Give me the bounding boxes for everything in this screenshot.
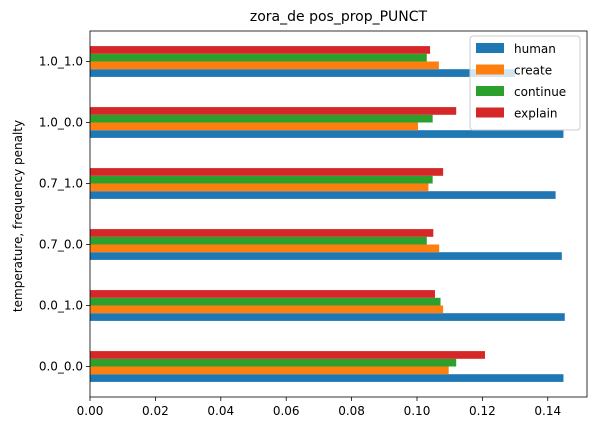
bar-human-1.0_1.0: [90, 69, 516, 77]
legend-label-continue: continue: [514, 85, 566, 99]
bar-explain-0.7_1.0: [90, 168, 444, 176]
bar-create-1.0_1.0: [90, 61, 439, 70]
bar-human-1.0_0.0: [90, 130, 564, 138]
legend: human create continue explain: [469, 35, 581, 131]
legend-swatch-continue: [476, 86, 504, 96]
bar-human-0.7_1.0: [90, 191, 556, 199]
bar-create-0.0_0.0: [90, 366, 449, 375]
bar-create-0.0_1.0: [90, 305, 444, 314]
legend-label-human: human: [514, 42, 556, 56]
bars-layer: [90, 46, 565, 382]
y-tick-label-0.7_0.0: 0.7_0.0: [39, 238, 83, 252]
y-tick-label-1.0_0.0: 1.0_0.0: [39, 116, 83, 130]
x-tick-label-0.10: 0.10: [404, 404, 431, 418]
y-axis-label: temperature, frequency penalty: [11, 120, 25, 312]
x-tick-label-0.00: 0.00: [77, 404, 104, 418]
bar-continue-1.0_1.0: [90, 53, 427, 62]
legend-swatch-human: [476, 43, 504, 53]
x-tick-label-0.02: 0.02: [142, 404, 169, 418]
bar-continue-0.7_0.0: [90, 236, 427, 245]
x-tick-label-0.14: 0.14: [534, 404, 561, 418]
legend-swatch-explain: [476, 107, 504, 118]
bar-explain-0.0_0.0: [90, 351, 485, 359]
y-tick-label-1.0_1.0: 1.0_1.0: [39, 55, 83, 69]
bar-create-1.0_0.0: [90, 122, 418, 131]
legend-label-explain: explain: [514, 107, 558, 121]
bar-continue-0.0_1.0: [90, 297, 441, 306]
chart-title: zora_de pos_prop_PUNCT: [250, 9, 428, 25]
bar-human-0.7_0.0: [90, 252, 562, 260]
x-tick-label-0.06: 0.06: [273, 404, 300, 418]
legend-label-create: create: [514, 64, 552, 78]
bar-explain-1.0_0.0: [90, 107, 457, 115]
legend-box: [469, 35, 581, 131]
plot-frame: [89, 30, 588, 398]
bar-continue-0.0_0.0: [90, 358, 457, 367]
x-tick-label-0.08: 0.08: [338, 404, 365, 418]
bar-continue-0.7_1.0: [90, 175, 433, 184]
y-tick-label-0.0_0.0: 0.0_0.0: [39, 360, 83, 374]
y-tick-label-0.7_1.0: 0.7_1.0: [39, 177, 83, 191]
x-tick-label-0.12: 0.12: [469, 404, 496, 418]
bar-create-0.7_0.0: [90, 244, 440, 253]
y-tick-label-0.0_1.0: 0.0_1.0: [39, 299, 83, 313]
bar-human-0.0_1.0: [90, 313, 565, 321]
bar-human-0.0_0.0: [90, 374, 564, 382]
bar-explain-1.0_1.0: [90, 46, 431, 54]
bar-explain-0.7_0.0: [90, 229, 434, 237]
bar-explain-0.0_1.0: [90, 290, 435, 298]
x-tick-label-0.04: 0.04: [207, 404, 234, 418]
bar-create-0.7_1.0: [90, 183, 429, 192]
ticks-layer: 0.0_0.0 0.0_1.0 0.7_0.0 0.7_1.0 1.0_0.0 1.0_1…: [39, 55, 561, 419]
legend-swatch-create: [476, 64, 504, 75]
bar-continue-1.0_0.0: [90, 114, 433, 123]
